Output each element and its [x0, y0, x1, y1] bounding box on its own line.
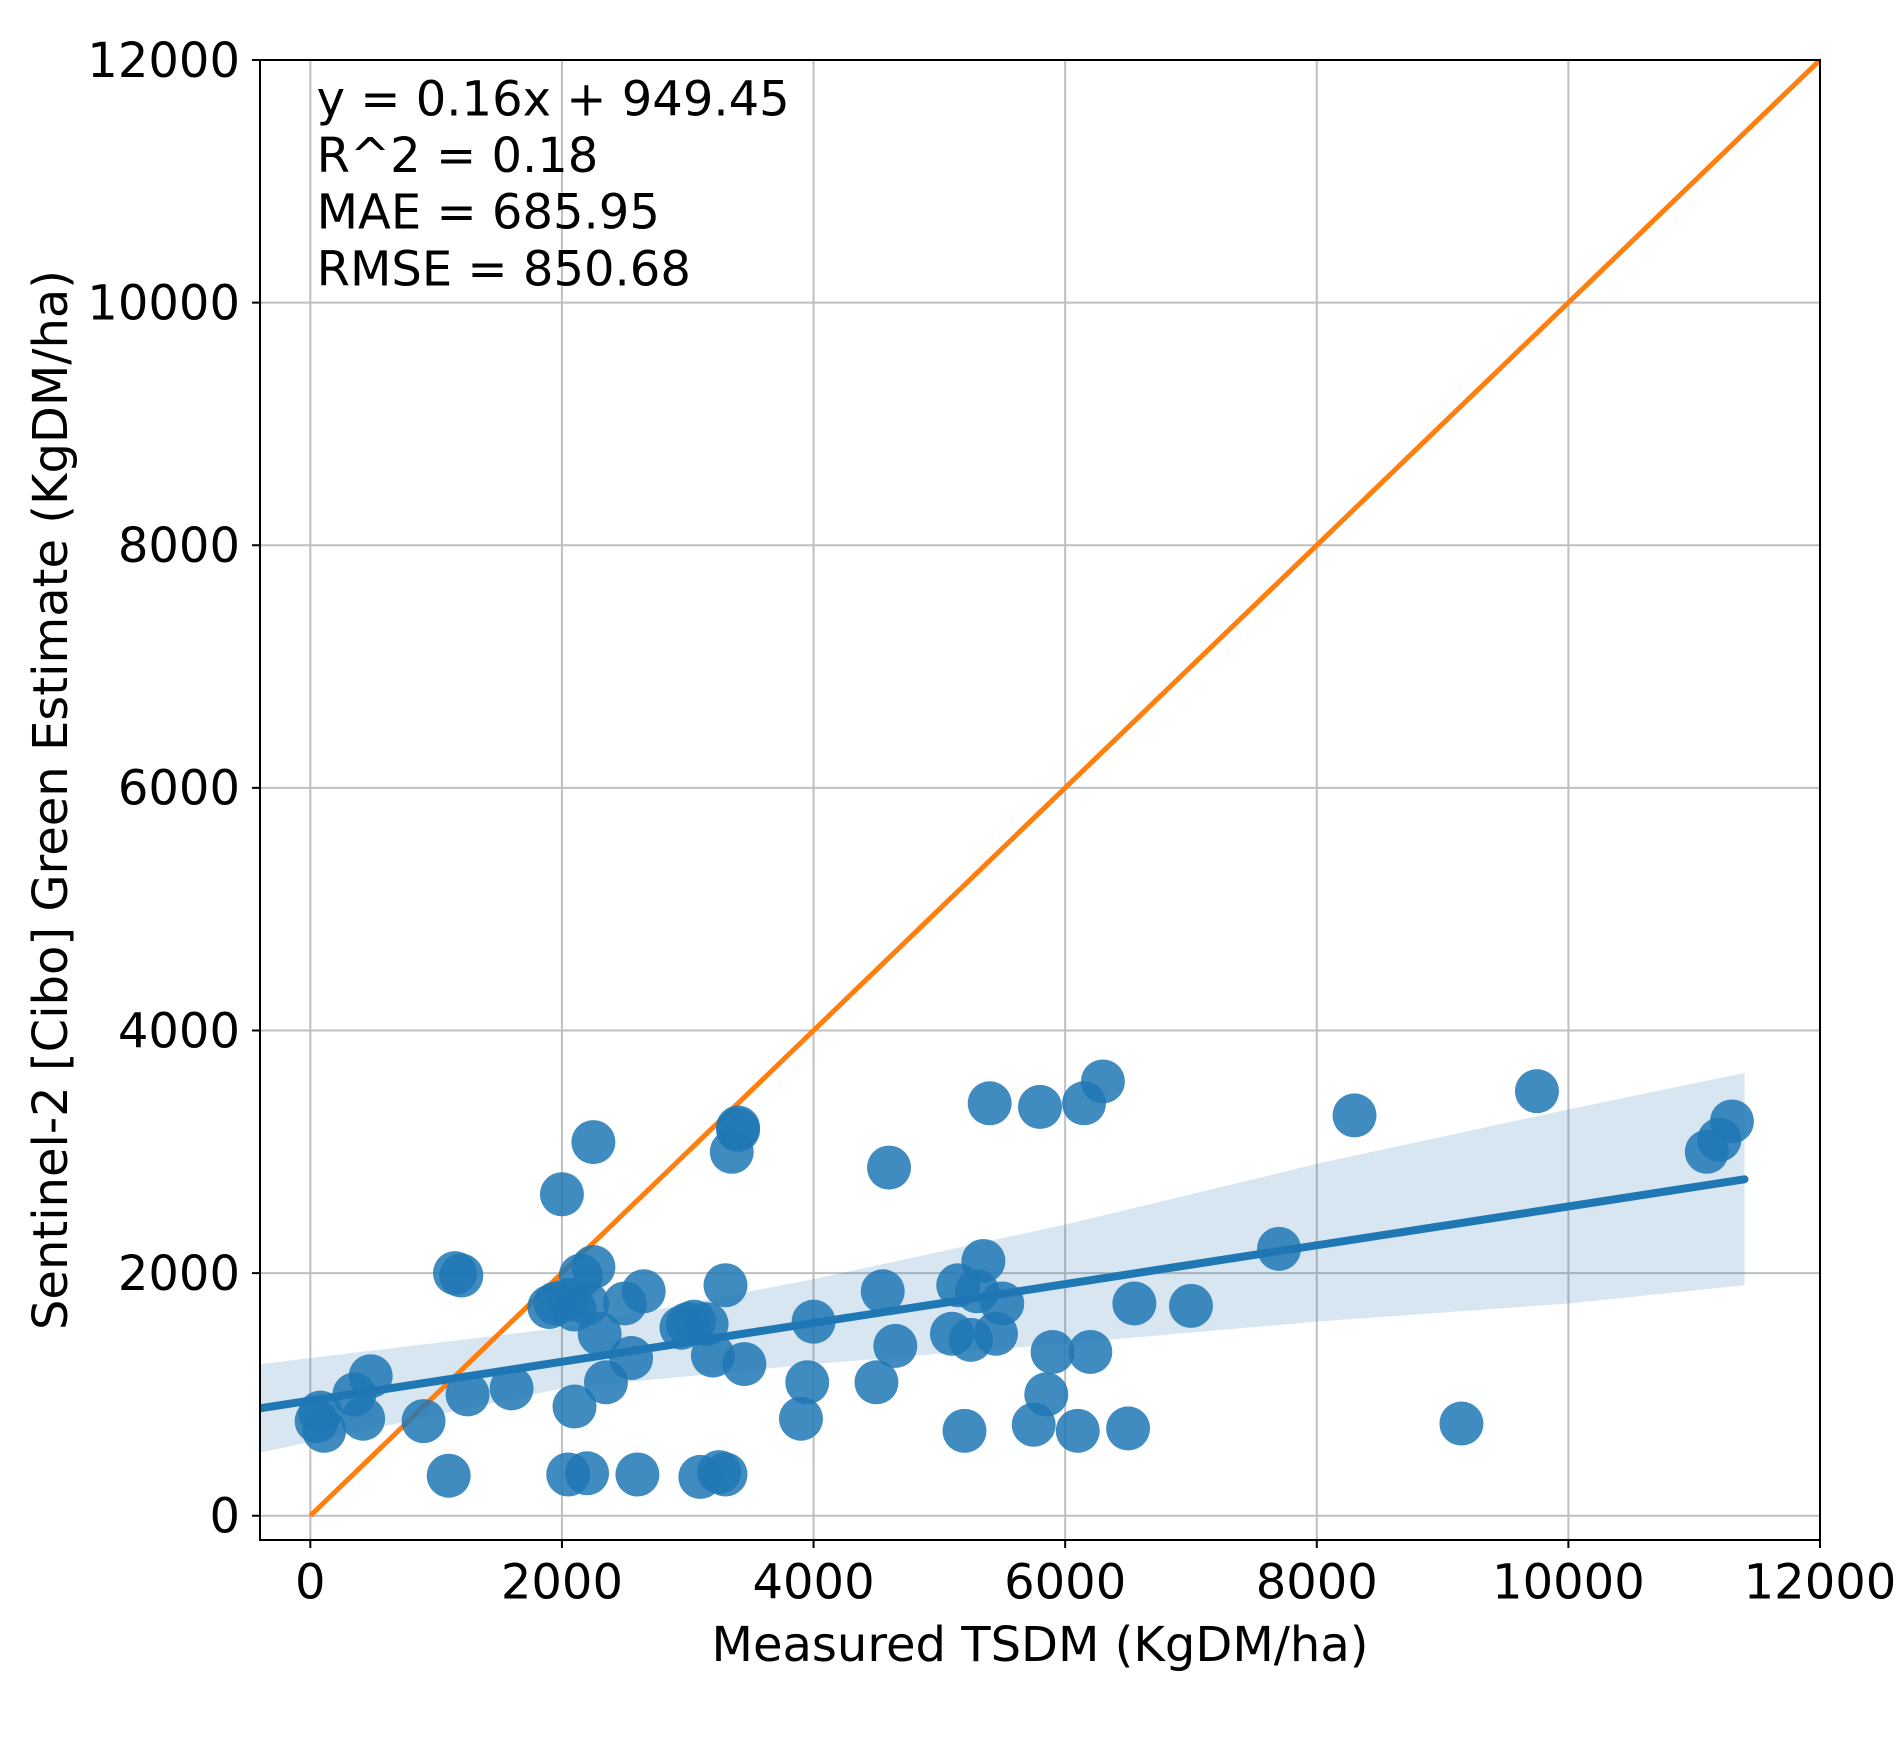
scatter-point [622, 1269, 666, 1313]
scatter-point [1106, 1406, 1150, 1450]
x-tick-label: 0 [295, 1554, 326, 1610]
scatter-point [1333, 1093, 1377, 1137]
scatter-point [867, 1146, 911, 1190]
x-tick-label: 8000 [1256, 1554, 1378, 1610]
scatter-point [703, 1452, 747, 1496]
scatter-point [980, 1281, 1024, 1325]
scatter-point [1710, 1099, 1754, 1143]
y-tick-label: 10000 [87, 275, 240, 331]
scatter-point [1439, 1402, 1483, 1446]
y-tick-label: 4000 [118, 1003, 240, 1059]
annotation-line: R^2 = 0.18 [317, 128, 599, 184]
scatter-point [571, 1120, 615, 1164]
scatter-point [446, 1372, 490, 1416]
scatter-point [1024, 1372, 1068, 1416]
scatter-point [943, 1409, 987, 1453]
scatter-point [1068, 1330, 1112, 1374]
scatter-point [565, 1451, 609, 1495]
scatter-point [341, 1397, 385, 1441]
annotation-line: MAE = 685.95 [317, 185, 660, 241]
scatter-point [571, 1245, 615, 1289]
y-tick-label: 12000 [87, 33, 240, 89]
scatter-point [1018, 1085, 1062, 1129]
scatter-point [1257, 1227, 1301, 1271]
y-axis-label: Sentinel-2 [Cibo] Green Estimate (KgDM/h… [23, 270, 79, 1330]
scatter-point [490, 1366, 534, 1410]
y-tick-label: 6000 [118, 761, 240, 817]
chart-container: 0 2000 4000 6000 8000 10000 12000 0 2000 4000 6000… [0, 0, 1899, 1752]
scatter-point [427, 1454, 471, 1498]
x-tick-label: 4000 [752, 1554, 874, 1610]
scatter-point [716, 1108, 760, 1152]
scatter-point [785, 1360, 829, 1404]
x-axis-label: Measured TSDM (KgDM/ha) [712, 1617, 1369, 1673]
scatter-point [1112, 1281, 1156, 1325]
scatter-point [873, 1324, 917, 1368]
scatter-regression-chart: 0 2000 4000 6000 8000 10000 12000 0 2000 4000 6000… [0, 0, 1899, 1752]
y-tick-label: 2000 [118, 1246, 240, 1302]
scatter-point [1169, 1284, 1213, 1328]
scatter-point [703, 1263, 747, 1307]
x-tick-label: 6000 [1004, 1554, 1126, 1610]
scatter-point [615, 1452, 659, 1496]
y-tick-label: 8000 [118, 518, 240, 574]
scatter-point [1081, 1059, 1125, 1103]
scatter-point [861, 1269, 905, 1313]
scatter-point [349, 1354, 393, 1398]
scatter-point [792, 1300, 836, 1344]
x-tick-label: 10000 [1492, 1554, 1645, 1610]
x-tick-label: 2000 [501, 1554, 623, 1610]
scatter-point [961, 1239, 1005, 1283]
scatter-point [609, 1336, 653, 1380]
scatter-point [439, 1254, 483, 1298]
scatter-point [1515, 1069, 1559, 1113]
annotation-line: RMSE = 850.68 [317, 241, 691, 297]
annotation-line: y = 0.16x + 949.45 [317, 71, 790, 127]
scatter-point [1031, 1330, 1075, 1374]
y-tick-label: 0 [209, 1489, 240, 1545]
scatter-point [540, 1172, 584, 1216]
scatter-point [402, 1399, 446, 1443]
x-tick-label: 12000 [1744, 1554, 1897, 1610]
scatter-point [1056, 1409, 1100, 1453]
scatter-point [968, 1081, 1012, 1125]
scatter-point [722, 1342, 766, 1386]
scatter-point [302, 1409, 346, 1453]
